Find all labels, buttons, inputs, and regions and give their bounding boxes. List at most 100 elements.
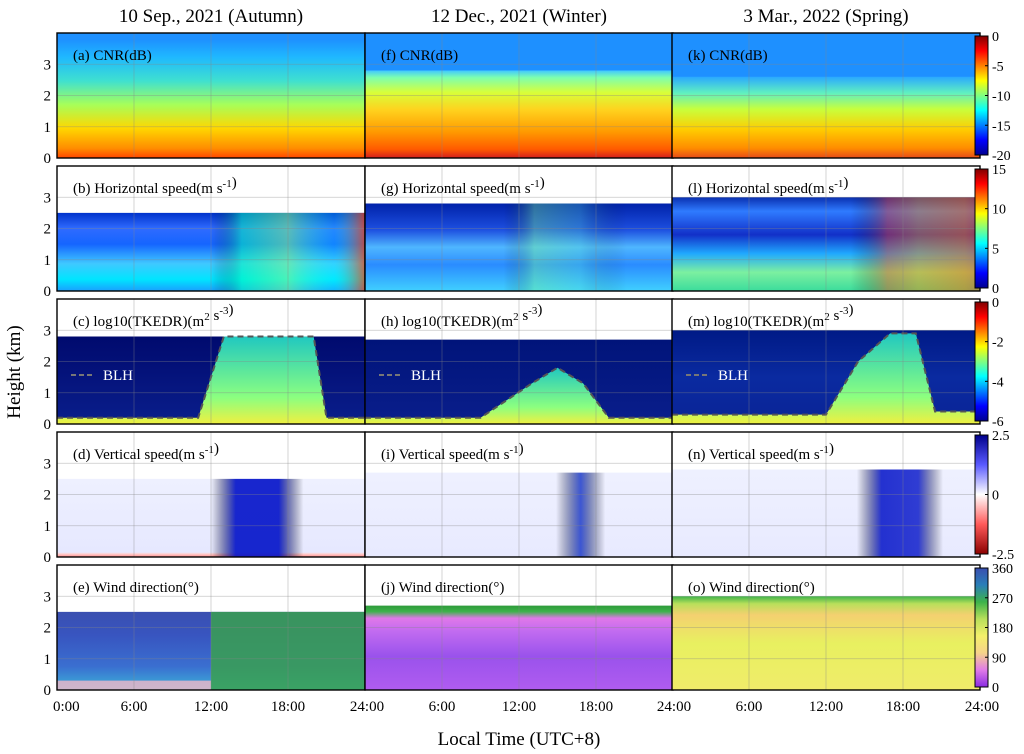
x-tick-labels: 0:00 6:00 12:00 18:00 24:00 6:00 12:00 18:00 24:… [53, 699, 999, 715]
column-title-spring: 3 Mar., 2022 (Spring) [743, 6, 908, 27]
x-tick-label: 12:00 [502, 699, 536, 715]
colorbar-tick-label: 90 [992, 651, 1006, 666]
colorbar-row-5: 360 270 180 90 0 [974, 562, 1013, 696]
blh-line [365, 366, 673, 419]
x-tick-label: 18:00 [886, 699, 920, 715]
panel-label: (f) CNR(dB) [381, 48, 458, 64]
panel-label: (o) Wind direction(°) [688, 580, 815, 596]
x-tick-label: 0:00 [53, 699, 80, 715]
y-tick-label: 1 [44, 120, 52, 136]
panel-d: (d) Vertical speed(m s-1) 0 1 2 3 [44, 431, 366, 566]
colorbar-tick-label: 270 [992, 592, 1013, 607]
panel-m: BLH (m) log10(TKEDR)(m2 s-3) [671, 298, 981, 425]
y-tick-label: 1 [44, 253, 52, 269]
x-tick-label: 6:00 [121, 699, 148, 715]
y-tick-label: 1 [44, 652, 52, 668]
panel-label: (i) Vertical speed(m s-1) [381, 441, 524, 463]
panel-e: (e) Wind direction(°) 0 1 2 3 [44, 564, 366, 699]
panel-g: (g) Horizontal speed(m s-1) [364, 165, 674, 292]
y-tick-label: 0 [44, 550, 52, 566]
y-tick-label: 0 [44, 284, 52, 300]
colorbar-row-2: 15 10 5 0 [974, 163, 1006, 297]
colorbar-tick-label: 5 [992, 242, 999, 257]
panel-label: (j) Wind direction(°) [381, 580, 504, 596]
column-title-autumn: 10 Sep., 2021 (Autumn) [119, 6, 303, 27]
blh-line [57, 335, 365, 419]
heatmap-overlay [57, 212, 365, 291]
column-titles: 10 Sep., 2021 (Autumn) 12 Dec., 2021 (Wi… [119, 6, 909, 27]
colorbar-tick-label: -6 [992, 415, 1004, 430]
colorbar-tick-label: 0 [992, 282, 999, 297]
convective-layer [365, 367, 673, 424]
heatmap-overlay [365, 203, 673, 291]
y-tick-label: 1 [44, 519, 52, 535]
heatmap-field [57, 39, 365, 158]
x-tick-label: 18:00 [271, 699, 305, 715]
panel-b: (b) Horizontal speed(m s-1) 0 1 2 3 [44, 165, 366, 300]
y-axis-label: Height (km) [4, 325, 25, 418]
updraft-band [57, 478, 365, 557]
colorbar-tick-label: -2 [992, 336, 1004, 351]
colorbar-tick-label: 0 [992, 681, 999, 696]
colorbar-tick-label: 15 [992, 163, 1006, 178]
blh-legend-label: BLH [411, 368, 441, 384]
colorbar-tick-label: 10 [992, 203, 1006, 218]
panel-n: (n) Vertical speed(m s-1) [671, 431, 981, 558]
colorbar-tick-label: -15 [992, 119, 1011, 134]
colorbar-row-4: 2.5 0 -2.5 [974, 429, 1014, 563]
colorbar-scale [974, 301, 989, 422]
panel-i: (i) Vertical speed(m s-1) [364, 431, 674, 558]
y-tick-label: 1 [44, 386, 52, 402]
panel-l: (l) Horizontal speed(m s-1) [671, 165, 981, 292]
y-tick-label: 3 [44, 57, 52, 73]
y-tick-label: 2 [44, 621, 52, 637]
y-tick-label: 3 [44, 190, 52, 206]
panel-k: (k) CNR(dB) [671, 32, 981, 159]
x-axis-label: Local Time (UTC+8) [438, 729, 601, 750]
x-tick-label: 12:00 [194, 699, 228, 715]
y-tick-label: 0 [44, 683, 52, 699]
y-tick-label: 0 [44, 151, 52, 167]
colorbar-tick-label: -5 [992, 60, 1004, 75]
x-tick-label: 24:00 [657, 699, 691, 715]
colorbar-tick-label: 360 [992, 562, 1013, 577]
x-tick-label: 18:00 [579, 699, 613, 715]
panel-f: (f) CNR(dB) [364, 32, 674, 159]
colorbar-row-3: 0 -2 -4 -6 [974, 296, 1004, 430]
y-tick-label: 2 [44, 355, 52, 371]
panel-label: (m) log10(TKEDR)(m2 s-3) [688, 302, 854, 330]
y-tick-label: 0 [44, 417, 52, 433]
blh-legend-label: BLH [103, 368, 133, 384]
colorbar-tick-label: -10 [992, 90, 1011, 105]
panel-label: (l) Horizontal speed(m s-1) [688, 175, 848, 197]
panel-h: BLH (h) log10(TKEDR)(m2 s-3) [364, 298, 674, 425]
x-tick-label: 6:00 [736, 699, 763, 715]
y-tick-label: 2 [44, 488, 52, 504]
colorbar-row-1: 0 -5 -10 -15 -20 [974, 30, 1011, 164]
blh-line [672, 332, 980, 416]
heatmap-overlay [672, 197, 980, 291]
x-tick-label: 24:00 [965, 699, 999, 715]
updraft-band [672, 469, 980, 557]
panel-a: (a) CNR(dB) 0 1 2 3 [44, 32, 366, 167]
panel-label: (k) CNR(dB) [688, 48, 768, 64]
panel-c: BLH (c) log10(TKEDR)(m2 s-3) 0 1 2 3 [44, 298, 366, 433]
colorbar-tick-label: -4 [992, 375, 1004, 390]
panel-label: (a) CNR(dB) [73, 48, 152, 64]
panel-j: (j) Wind direction(°) [364, 564, 674, 691]
blh-legend-label: BLH [718, 368, 748, 384]
panel-label: (n) Vertical speed(m s-1) [688, 441, 834, 463]
panel-label: (e) Wind direction(°) [73, 580, 199, 596]
y-tick-label: 3 [44, 456, 52, 472]
colorbar-tick-label: 2.5 [992, 429, 1010, 444]
heatmap-field [672, 76, 980, 158]
colorbar-tick-label: 180 [992, 622, 1013, 637]
y-tick-label: 3 [44, 323, 52, 339]
colorbar-scale [974, 168, 989, 289]
x-tick-label: 6:00 [429, 699, 456, 715]
panel-label: (g) Horizontal speed(m s-1) [381, 175, 545, 197]
colorbar-tick-label: -20 [992, 149, 1011, 164]
colorbar-tick-label: 0 [992, 30, 999, 45]
